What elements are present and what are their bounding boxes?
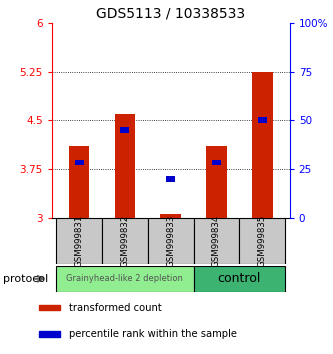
- Text: transformed count: transformed count: [69, 303, 162, 313]
- Bar: [56, 218, 102, 264]
- Bar: [206, 146, 227, 218]
- Bar: [115, 114, 135, 218]
- Bar: [75, 160, 84, 165]
- Text: Grainyhead-like 2 depletion: Grainyhead-like 2 depletion: [67, 274, 183, 283]
- Bar: [252, 72, 272, 218]
- Bar: [161, 215, 181, 218]
- Bar: [102, 218, 148, 264]
- Title: GDS5113 / 10338533: GDS5113 / 10338533: [96, 6, 245, 21]
- Bar: [120, 127, 130, 133]
- Text: GSM999834: GSM999834: [212, 215, 221, 267]
- Bar: [166, 176, 175, 182]
- Bar: [193, 266, 285, 292]
- Bar: [258, 118, 267, 123]
- Bar: [193, 218, 239, 264]
- Bar: [39, 331, 60, 337]
- Text: GSM999831: GSM999831: [75, 215, 84, 267]
- Bar: [212, 160, 221, 165]
- Text: control: control: [218, 272, 261, 285]
- Bar: [239, 218, 285, 264]
- Bar: [148, 218, 193, 264]
- Text: percentile rank within the sample: percentile rank within the sample: [69, 329, 237, 339]
- Bar: [39, 305, 60, 310]
- Text: protocol: protocol: [3, 274, 49, 284]
- Text: GSM999835: GSM999835: [258, 215, 267, 267]
- Text: GSM999833: GSM999833: [166, 215, 175, 267]
- Bar: [69, 146, 89, 218]
- Bar: [56, 266, 193, 292]
- Text: GSM999832: GSM999832: [120, 215, 130, 267]
